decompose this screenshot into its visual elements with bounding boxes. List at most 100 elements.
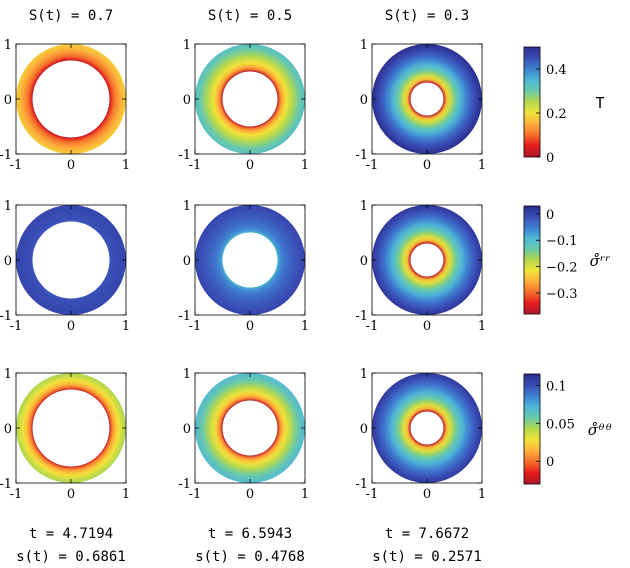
field-label: σ̊ᶿᶿ xyxy=(588,421,612,439)
colorbar-tick-label: 0 xyxy=(546,151,554,166)
colorbar-2: 0.1 0.05 0 xyxy=(523,373,575,485)
footer-time: t = 4.7194 xyxy=(29,526,113,542)
x-tick-label: 0 xyxy=(67,158,75,173)
panel-r0-c0: -1 0 1 -1 0 1 xyxy=(0,38,130,173)
panel-r2-c0: -1 0 1 -1 0 1 xyxy=(0,367,130,502)
y-tick-label: 1 xyxy=(4,38,12,53)
inner-hole xyxy=(32,389,110,467)
colorbar-tick-label: −0.1 xyxy=(546,234,578,249)
colorbar-bar xyxy=(523,205,541,315)
colorbar-tick-label: −0.3 xyxy=(546,287,578,302)
colorbar-tick-label: 0.4 xyxy=(546,63,567,78)
x-tick-label: -1 xyxy=(189,487,202,502)
x-tick-label: 0 xyxy=(423,158,431,173)
colorbar-bar xyxy=(523,373,541,485)
panel-r1-c0: -1 0 1 -1 0 1 xyxy=(0,199,130,334)
y-tick-label: 1 xyxy=(360,367,368,382)
x-tick-label: 0 xyxy=(67,319,75,334)
footer-s-value: s(t) = 0.6861 xyxy=(16,549,126,565)
inner-hole xyxy=(222,232,278,288)
panel-r1-c2: -1 0 1 -1 0 1 xyxy=(355,199,486,334)
y-tick-label: -1 xyxy=(0,148,12,163)
y-tick-label: -1 xyxy=(178,148,191,163)
colorbar-tick-label: −0.2 xyxy=(546,261,578,276)
footer-s-value: s(t) = 0.4768 xyxy=(195,549,305,565)
inner-hole xyxy=(222,400,278,456)
x-tick-label: 1 xyxy=(478,487,486,502)
y-tick-label: 0 xyxy=(360,93,368,108)
panel-r0-c1: -1 0 1 -1 0 1 xyxy=(178,38,309,173)
x-tick-label: 1 xyxy=(478,319,486,334)
y-tick-label: 0 xyxy=(4,254,12,269)
footer-time: t = 7.6672 xyxy=(385,526,469,542)
inner-hole xyxy=(222,71,278,127)
x-tick-label: 1 xyxy=(301,158,309,173)
panel-r0-c2: -1 0 1 -1 0 1 xyxy=(355,38,486,173)
y-tick-label: 1 xyxy=(360,199,368,214)
footer-time: t = 6.5943 xyxy=(208,526,292,542)
colorbar-tick-label: 0.2 xyxy=(546,107,567,122)
x-tick-label: 0 xyxy=(423,319,431,334)
field-label: T xyxy=(595,94,604,112)
y-tick-label: -1 xyxy=(355,148,368,163)
inner-hole xyxy=(410,411,444,445)
colorbar-tick-label: 0.05 xyxy=(546,417,575,432)
panel-r1-c1: -1 0 1 -1 0 1 xyxy=(178,199,309,334)
x-tick-label: 0 xyxy=(246,487,254,502)
colorbar-tick-label: 0 xyxy=(546,455,554,470)
x-tick-label: -1 xyxy=(10,158,23,173)
y-tick-label: 0 xyxy=(4,93,12,108)
y-tick-label: -1 xyxy=(355,309,368,324)
x-tick-label: -1 xyxy=(10,487,23,502)
y-tick-label: -1 xyxy=(178,477,191,492)
y-tick-label: -1 xyxy=(0,477,12,492)
x-tick-label: -1 xyxy=(366,319,379,334)
y-tick-label: 1 xyxy=(4,199,12,214)
y-tick-label: 0 xyxy=(183,422,191,437)
x-tick-label: -1 xyxy=(366,158,379,173)
y-tick-label: 1 xyxy=(183,199,191,214)
panel-r2-c1: -1 0 1 -1 0 1 xyxy=(178,367,309,502)
colorbar-tick-label: 0 xyxy=(546,208,554,223)
x-tick-label: 1 xyxy=(122,487,130,502)
inner-hole xyxy=(32,60,110,138)
y-tick-label: 1 xyxy=(183,367,191,382)
x-tick-label: -1 xyxy=(366,487,379,502)
y-tick-label: 1 xyxy=(4,367,12,382)
x-tick-label: 0 xyxy=(423,487,431,502)
x-tick-label: 1 xyxy=(478,158,486,173)
y-tick-label: -1 xyxy=(0,309,12,324)
panel-r2-c2: -1 0 1 -1 0 1 xyxy=(355,367,486,502)
x-tick-label: -1 xyxy=(189,158,202,173)
y-tick-label: 0 xyxy=(360,422,368,437)
y-tick-label: 0 xyxy=(4,422,12,437)
x-tick-label: 1 xyxy=(122,158,130,173)
column-header: S(t) = 0.7 xyxy=(29,8,113,24)
inner-hole xyxy=(32,221,110,299)
colorbar-1: 0 −0.1 −0.2 −0.3 xyxy=(523,205,578,315)
footer-s-value: s(t) = 0.2571 xyxy=(372,549,482,565)
column-header: S(t) = 0.3 xyxy=(385,8,469,24)
x-tick-label: -1 xyxy=(10,319,23,334)
x-tick-label: 0 xyxy=(246,158,254,173)
x-tick-label: 1 xyxy=(122,319,130,334)
y-tick-label: 0 xyxy=(183,93,191,108)
x-tick-label: 0 xyxy=(246,319,254,334)
x-tick-label: -1 xyxy=(189,319,202,334)
inner-hole xyxy=(410,82,444,116)
colorbar-0: 0 0.2 0.4 xyxy=(523,46,567,166)
y-tick-label: 0 xyxy=(183,254,191,269)
column-header: S(t) = 0.5 xyxy=(208,8,292,24)
x-tick-label: 0 xyxy=(67,487,75,502)
inner-hole xyxy=(410,243,444,277)
x-tick-label: 1 xyxy=(301,319,309,334)
x-tick-label: 1 xyxy=(301,487,309,502)
field-label: σ̊ʳʳ xyxy=(590,252,611,270)
y-tick-label: 1 xyxy=(183,38,191,53)
y-tick-label: -1 xyxy=(355,477,368,492)
y-tick-label: -1 xyxy=(178,309,191,324)
y-tick-label: 1 xyxy=(360,38,368,53)
colorbar-tick-label: 0.1 xyxy=(546,379,567,394)
colorbar-bar xyxy=(523,46,541,158)
